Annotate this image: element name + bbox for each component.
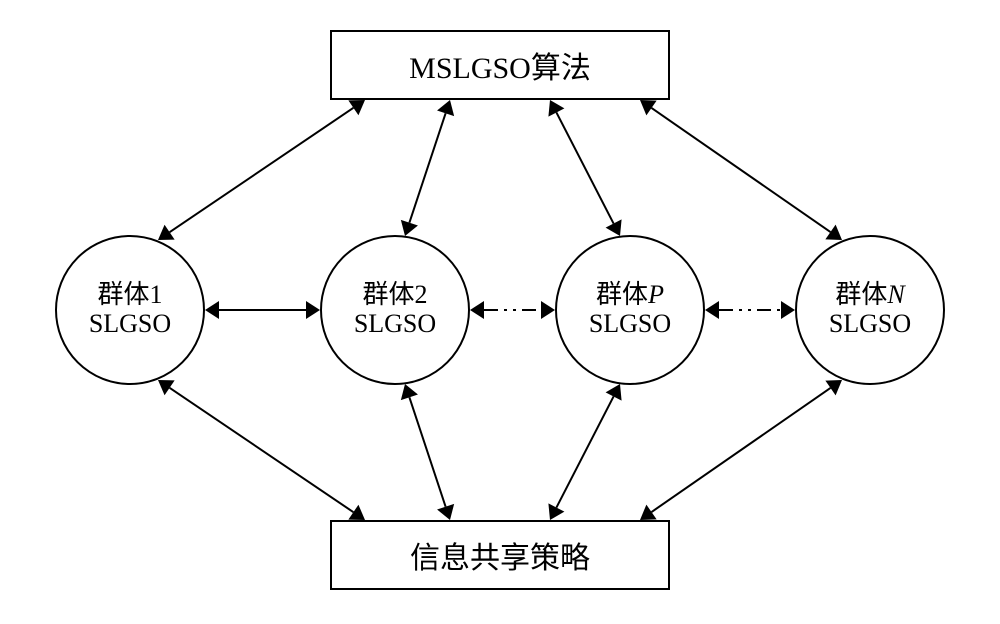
group-node-1: 群体1SLGSO [55, 235, 205, 385]
group-node-4: 群体NSLGSO [795, 235, 945, 385]
group-node-label-top: 群体2 [362, 281, 427, 310]
top-box-label: MSLGSO算法 [409, 43, 591, 87]
bottom-box-label: 信息共享策略 [410, 533, 590, 577]
group-node-label-bottom: SLGSO [354, 310, 436, 339]
group-node-3: 群体PSLGSO [555, 235, 705, 385]
top-box-mslgso: MSLGSO算法 [330, 30, 670, 100]
group-node-label-bottom: SLGSO [829, 310, 911, 339]
diagram-canvas: MSLGSO算法 信息共享策略 群体1SLGSO群体2SLGSO群体PSLGSO… [0, 0, 1000, 624]
group-node-label-bottom: SLGSO [589, 310, 671, 339]
group-node-label-top: 群体P [596, 281, 664, 310]
bottom-box-info-share: 信息共享策略 [330, 520, 670, 590]
group-node-label-top: 群体N [835, 281, 904, 310]
group-node-label-top: 群体1 [97, 281, 162, 310]
group-node-2: 群体2SLGSO [320, 235, 470, 385]
group-node-label-bottom: SLGSO [89, 310, 171, 339]
